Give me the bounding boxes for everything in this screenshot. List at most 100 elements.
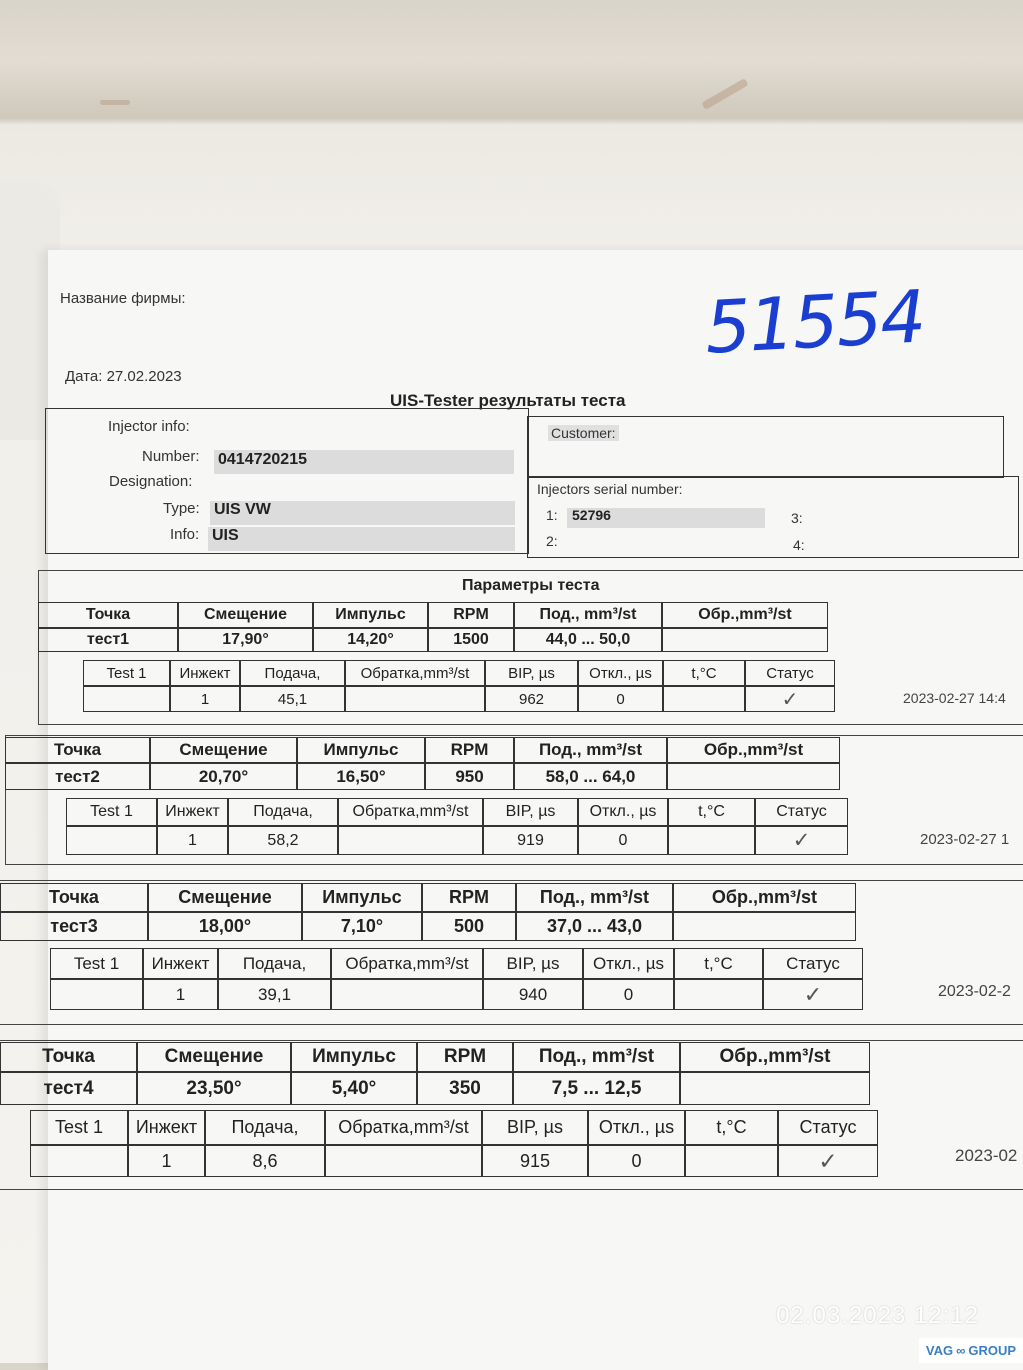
- point-value-cell: 16,50°: [297, 763, 425, 790]
- info-field-bg: [208, 527, 515, 551]
- handwritten-number: 51554: [702, 274, 927, 370]
- point-value-cell: 44,0 ... 50,0: [514, 628, 662, 652]
- result-header-cell: Инжект: [143, 948, 218, 979]
- result-value-cell: 0: [578, 826, 668, 855]
- result-header-cell: Инжект: [170, 660, 240, 686]
- result-header-cell: t,°C: [668, 798, 755, 826]
- test-block: [5, 735, 1023, 865]
- result-value-cell: [345, 686, 485, 712]
- point-header-cell: Смещение: [178, 602, 313, 628]
- point-value-cell: тест2: [5, 763, 150, 790]
- point-value-cell: 14,20°: [313, 628, 428, 652]
- logo-icon: ∞: [956, 1343, 966, 1358]
- point-value-cell: 950: [425, 763, 514, 790]
- result-header-cell: Обратка,mm³/st: [331, 948, 483, 979]
- point-header-cell: RPM: [428, 602, 514, 628]
- type-label: Type:: [163, 500, 200, 517]
- point-header-cell: Точка: [38, 602, 178, 628]
- info-label: Info:: [170, 526, 200, 543]
- result-value-cell: 1: [170, 686, 240, 712]
- info-value: UIS: [212, 527, 239, 544]
- point-header-cell: Точка: [0, 1042, 137, 1072]
- designation-label: Designation:: [109, 473, 193, 490]
- test-timestamp: 2023-02: [955, 1146, 1018, 1165]
- point-header-cell: Обр.,mm³/st: [680, 1042, 870, 1072]
- number-label: Number:: [142, 448, 200, 465]
- logo-text-left: VAG: [925, 1343, 954, 1358]
- point-header-cell: Под., mm³/st: [513, 1042, 680, 1072]
- result-header-cell: Откл., µs: [578, 660, 663, 686]
- result-header-cell: BIP, µs: [483, 798, 578, 826]
- result-header-cell: Test 1: [30, 1110, 128, 1145]
- result-value-cell: 0: [578, 686, 663, 712]
- customer-box: [527, 416, 1004, 478]
- wall-crack: [701, 78, 749, 110]
- test-block: [0, 1040, 1023, 1190]
- result-header-cell: BIP, µs: [482, 1110, 588, 1145]
- result-value-cell: [338, 826, 483, 855]
- point-value-cell: 7,5 ... 12,5: [513, 1072, 680, 1105]
- result-header-cell: BIP, µs: [483, 948, 583, 979]
- point-header-cell: Смещение: [148, 883, 302, 912]
- point-header-cell: Импульс: [291, 1042, 417, 1072]
- point-value-cell: тест3: [0, 912, 148, 941]
- result-value-cell: [83, 686, 170, 712]
- point-header-cell: Точка: [0, 883, 148, 912]
- result-value-cell: 39,1: [218, 979, 331, 1010]
- test-timestamp: 2023-02-27 14:4: [903, 690, 1006, 706]
- result-header-cell: BIP, µs: [485, 660, 578, 686]
- result-header-cell: Инжект: [157, 798, 228, 826]
- serial-1-label: 1:: [546, 507, 558, 523]
- point-value-cell: тест4: [0, 1072, 137, 1105]
- result-value-cell: 0: [588, 1145, 685, 1177]
- status-check-icon: ✓: [763, 979, 863, 1010]
- point-header-cell: RPM: [425, 737, 514, 763]
- report-title: UIS-Tester результаты теста: [390, 391, 626, 410]
- result-value-cell: 8,6: [205, 1145, 325, 1177]
- point-value-cell: 350: [417, 1072, 513, 1105]
- logo-text-right: GROUP: [968, 1343, 1017, 1358]
- result-header-cell: t,°C: [674, 948, 763, 979]
- result-header-cell: Откл., µs: [588, 1110, 685, 1145]
- result-value-cell: 1: [143, 979, 218, 1010]
- result-header-cell: Статус: [778, 1110, 878, 1145]
- result-value-cell: 58,2: [228, 826, 338, 855]
- number-value: 0414720215: [218, 451, 307, 468]
- point-value-cell: [680, 1072, 870, 1105]
- point-header-cell: Точка: [5, 737, 150, 763]
- result-value-cell: 940: [483, 979, 583, 1010]
- point-value-cell: 18,00°: [148, 912, 302, 941]
- point-value-cell: 7,10°: [302, 912, 422, 941]
- result-header-cell: Статус: [755, 798, 848, 826]
- point-value-cell: 37,0 ... 43,0: [516, 912, 673, 941]
- result-header-cell: Обратка,mm³/st: [325, 1110, 482, 1145]
- result-header-cell: Test 1: [50, 948, 143, 979]
- result-header-cell: Инжект: [128, 1110, 205, 1145]
- point-value-cell: 500: [422, 912, 516, 941]
- result-value-cell: [663, 686, 745, 712]
- point-header-cell: Обр.,mm³/st: [667, 737, 840, 763]
- result-value-cell: [668, 826, 755, 855]
- result-header-cell: Test 1: [66, 798, 157, 826]
- point-value-cell: 5,40°: [291, 1072, 417, 1105]
- result-value-cell: [50, 979, 143, 1010]
- point-header-cell: Смещение: [137, 1042, 291, 1072]
- result-header-cell: t,°C: [685, 1110, 778, 1145]
- params-title: Параметры теста: [462, 577, 600, 594]
- point-header-cell: RPM: [417, 1042, 513, 1072]
- result-value-cell: [325, 1145, 482, 1177]
- status-check-icon: ✓: [755, 826, 848, 855]
- point-header-cell: RPM: [422, 883, 516, 912]
- serial-2-label: 2:: [546, 533, 558, 549]
- result-header-cell: Подача,: [218, 948, 331, 979]
- point-value-cell: 20,70°: [150, 763, 297, 790]
- serial-box: [527, 476, 1019, 558]
- result-header-cell: Статус: [745, 660, 835, 686]
- result-value-cell: 919: [483, 826, 578, 855]
- vag-group-logo: VAG ∞ GROUP: [919, 1338, 1023, 1363]
- result-value-cell: 45,1: [240, 686, 345, 712]
- point-header-cell: Импульс: [302, 883, 422, 912]
- result-header-cell: Откл., µs: [578, 798, 668, 826]
- result-header-cell: Откл., µs: [583, 948, 674, 979]
- result-header-cell: Статус: [763, 948, 863, 979]
